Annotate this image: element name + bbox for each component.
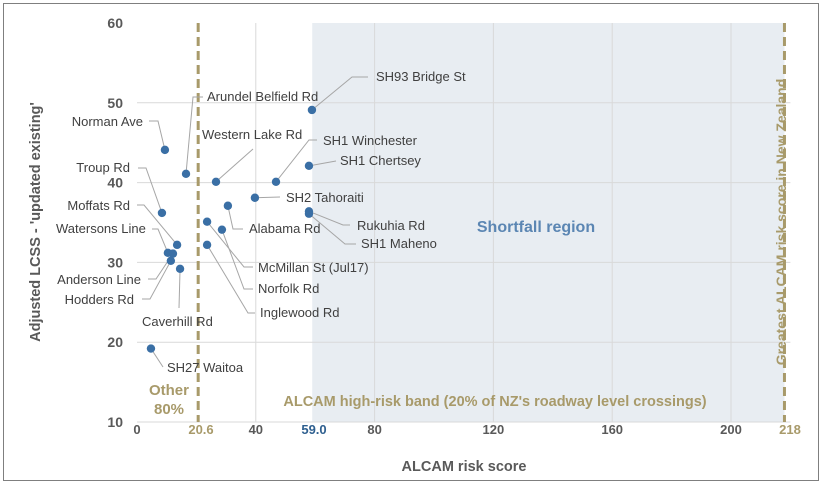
data-point [166, 256, 176, 266]
data-point [202, 240, 212, 250]
leader-line [311, 76, 368, 111]
greatest-score-label: Greatest ALCAM risk score in New Zealand [773, 79, 789, 366]
leader-line [185, 96, 203, 174]
x-tick-label: 160 [601, 422, 623, 437]
y-tick-label: 20 [107, 334, 123, 350]
x-tick-label: 80 [367, 422, 381, 437]
data-point [157, 208, 167, 218]
shortfall-region [312, 23, 785, 422]
x-tick-label: 120 [483, 422, 505, 437]
leader-line [275, 139, 317, 183]
data-point [160, 145, 170, 155]
point-label: Watersons Line [56, 221, 146, 236]
ref-label-20-6: 20.6 [188, 422, 213, 437]
point-label: McMillan St (Jul17) [258, 260, 369, 275]
leader-line [152, 228, 169, 254]
point-label: SH1 Chertsey [340, 153, 421, 168]
chart-frame [3, 3, 819, 481]
point-label: Rukuhia Rd [357, 218, 425, 233]
shortfall-label: Shortfall region [477, 219, 595, 236]
data-point [271, 177, 281, 187]
gridlines [137, 23, 791, 423]
point-label: Alabama Rd [249, 221, 321, 236]
leader-line [137, 204, 178, 246]
leader-line [178, 268, 181, 309]
point-label: Anderson Line [57, 272, 141, 287]
leader-line [221, 229, 253, 290]
leader-line [142, 260, 172, 300]
point-label: Arundel Belfield Rd [207, 89, 318, 104]
data-point [307, 105, 317, 115]
point-label: Caverhill Rd [142, 314, 213, 329]
ref-label-218: 218 [779, 422, 801, 437]
y-tick-label: 60 [107, 15, 123, 31]
leader-line [149, 120, 166, 150]
y-tick-label: 40 [107, 175, 123, 191]
leader-line [308, 160, 337, 167]
leader-line [308, 213, 356, 245]
y-axis-label: Adjusted LCSS - 'updated existing' [28, 102, 44, 342]
point-label: SH93 Bridge St [376, 69, 466, 84]
point-label: SH1 Maheno [361, 236, 437, 251]
other-pct-label: 80% [154, 401, 184, 418]
data-point [304, 161, 314, 171]
threshold-label: 59.0 [301, 422, 326, 437]
data-point [181, 169, 191, 179]
high-risk-band-label: ALCAM high-risk band (20% of NZ's roadwa… [283, 394, 706, 410]
point-label: SH2 Tahoraiti [286, 190, 364, 205]
leader-line [227, 205, 243, 230]
data-point [175, 264, 185, 273]
point-labels: SH27 Waitoa Norman Ave Arundel Belfield Rd… [56, 69, 466, 375]
point-label: Norfolk Rd [258, 281, 319, 296]
data-point [304, 209, 314, 218]
point-label: Western Lake Rd [202, 127, 302, 142]
point-label: SH1 Winchester [323, 133, 418, 148]
data-point [172, 240, 182, 250]
data-point [223, 201, 233, 210]
x-axis-label: ALCAM risk score [402, 459, 527, 475]
y-tick-label: 30 [107, 254, 123, 270]
data-point [211, 177, 221, 187]
point-label: SH27 Waitoa [167, 360, 244, 375]
leader-line [206, 244, 255, 314]
point-label: Moffats Rd [67, 198, 130, 213]
leader-line [138, 167, 163, 214]
x-tick-label: 40 [249, 422, 263, 437]
y-tick-label: 10 [107, 414, 123, 430]
leader-line [206, 221, 253, 268]
x-tick-label: 200 [720, 422, 742, 437]
y-tick-label: 50 [107, 95, 123, 111]
data-point [250, 193, 260, 202]
x-tick-label: 0 [133, 422, 140, 437]
point-label: Hodders Rd [65, 292, 134, 307]
leader-line [308, 210, 350, 226]
data-point [202, 217, 212, 226]
leader-line [215, 148, 254, 183]
data-point [217, 225, 227, 234]
tick-labels: 0 40 80 120 160 200 10 20 30 40 50 60 [107, 15, 741, 437]
point-label: Troup Rd [76, 160, 130, 175]
other-label: Other [149, 382, 189, 399]
data-point [168, 249, 178, 258]
point-label: Norman Ave [72, 114, 143, 129]
data-points [146, 105, 317, 353]
point-label: Inglewood Rd [260, 305, 340, 320]
data-point [146, 344, 156, 353]
